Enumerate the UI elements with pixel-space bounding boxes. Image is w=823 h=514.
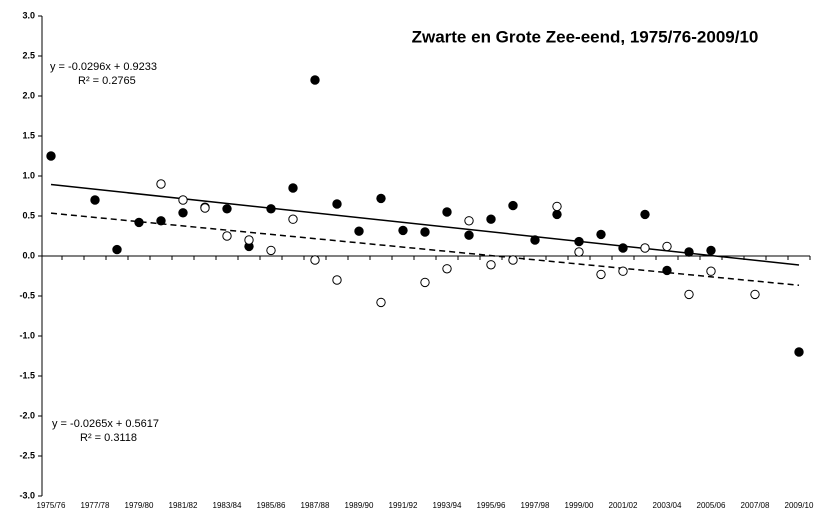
x-tick-label: 1985/86: [257, 501, 286, 510]
x-tick-label: 1977/78: [81, 501, 110, 510]
data-point: [112, 244, 122, 255]
data-point: [508, 200, 518, 211]
data-point: [200, 203, 210, 213]
y-tick-label: -2.0: [19, 410, 35, 420]
data-point: [750, 289, 760, 300]
data-point: [596, 269, 606, 280]
data-point: [134, 217, 144, 228]
x-tick-label: 1983/84: [213, 501, 242, 510]
x-tick-label: 1999/00: [565, 501, 594, 510]
trendline: [50, 212, 800, 287]
y-tick-label: 1.0: [22, 170, 35, 180]
data-point: [684, 247, 694, 257]
data-point: [552, 209, 562, 220]
data-point: [376, 297, 386, 308]
data-point: [574, 236, 584, 247]
data-point: [310, 75, 320, 85]
x-tick-label: 1991/92: [389, 501, 418, 510]
data-point: [222, 231, 232, 241]
x-tick-label: 1981/82: [169, 501, 198, 510]
x-tick-label: 2007/08: [741, 501, 770, 510]
data-point: [332, 199, 342, 209]
data-point: [156, 216, 166, 226]
data-point: [486, 260, 496, 270]
data-point: [552, 201, 562, 212]
data-point: [288, 214, 298, 224]
data-point: [442, 207, 452, 217]
data-point: [332, 275, 342, 285]
x-tick-label: 1997/98: [521, 501, 550, 510]
y-tick-label: 0.5: [22, 210, 35, 220]
data-point: [398, 225, 408, 236]
x-tick-label: 1975/76: [37, 501, 66, 510]
data-point: [420, 277, 430, 288]
trend-r2: R² = 0.3118: [80, 432, 137, 444]
data-point: [442, 264, 452, 274]
data-point: [178, 195, 188, 205]
data-point: [288, 183, 298, 193]
data-point: [618, 243, 628, 253]
data-point: [266, 245, 276, 256]
data-point: [662, 241, 672, 252]
data-point: [706, 266, 716, 276]
y-tick-label: 0.0: [22, 250, 35, 260]
y-tick-label: 3.0: [22, 10, 35, 20]
y-tick-label: -2.5: [19, 450, 35, 460]
x-tick-label: 2005/06: [697, 501, 726, 510]
data-point: [222, 204, 232, 214]
y-tick-label: 2.0: [22, 90, 35, 100]
data-point: [310, 255, 320, 265]
data-point: [486, 214, 496, 224]
x-tick-label: 1979/80: [125, 501, 154, 510]
data-point: [244, 235, 254, 245]
trend-equation: y = -0.0265x + 0.5617: [52, 418, 159, 430]
x-tick-label: 1995/96: [477, 501, 506, 510]
data-point: [684, 289, 694, 300]
data-point: [530, 235, 540, 245]
y-tick-label: -1.5: [19, 370, 35, 380]
data-point: [596, 229, 606, 240]
y-tick-label: 2.5: [22, 50, 35, 60]
x-tick-label: 2009/10: [785, 501, 814, 510]
data-point: [508, 255, 518, 265]
data-point: [90, 195, 100, 205]
x-tick-label: 1993/94: [433, 501, 462, 510]
trend-equation: y = -0.0296x + 0.9233: [50, 61, 157, 73]
data-point: [354, 226, 364, 236]
x-tick-label: 1987/88: [301, 501, 330, 510]
data-point: [640, 209, 650, 220]
data-point: [464, 216, 474, 226]
data-point: [618, 266, 628, 276]
x-tick-label: 1989/90: [345, 501, 374, 510]
data-point: [420, 227, 430, 237]
data-point: [266, 204, 276, 214]
data-point: [464, 230, 474, 240]
data-point: [156, 179, 166, 189]
y-tick-label: 1.5: [22, 130, 35, 140]
trend-r2: R² = 0.2765: [78, 75, 136, 87]
data-point: [376, 193, 386, 204]
x-tick-label: 2001/02: [609, 501, 638, 510]
data-point: [46, 151, 56, 161]
data-point: [662, 265, 672, 276]
chart-title: Zwarte en Grote Zee-eend, 1975/76-2009/1…: [412, 27, 759, 46]
y-tick-label: -3.0: [19, 490, 35, 500]
data-point: [706, 245, 716, 256]
data-point: [178, 208, 188, 218]
data-point: [794, 347, 804, 357]
x-tick-label: 2003/04: [653, 501, 682, 510]
trendline: [50, 183, 800, 266]
data-point: [640, 243, 650, 253]
y-tick-label: -0.5: [19, 290, 35, 300]
data-point: [574, 247, 584, 257]
y-tick-label: -1.0: [19, 330, 35, 340]
